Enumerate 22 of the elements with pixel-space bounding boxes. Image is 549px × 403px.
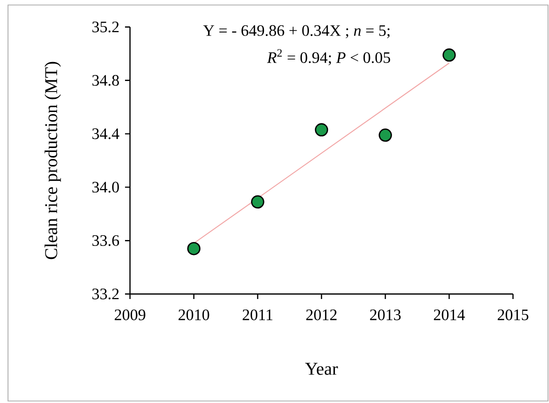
x-tick-label: 2012	[306, 309, 337, 320]
y-tick-label: 33.2	[92, 288, 119, 300]
point	[442, 48, 456, 62]
annotation: R$^{2}$ = 0.94; P < 0.05	[266, 49, 390, 66]
y-tick-label: 34.8	[92, 74, 119, 86]
y-tick-label: 34.4	[92, 128, 120, 140]
y-axis-title: Clean rice production (MT)	[44, 62, 61, 260]
point	[378, 128, 392, 142]
point	[251, 195, 264, 209]
x-tick-label: 2014	[434, 309, 465, 320]
x-tick-label: 2010	[178, 309, 210, 320]
x-tick-label: 2009	[114, 309, 146, 320]
annotation: Y = - 649.86 + 0.34X ; n = 5;	[203, 25, 390, 38]
y-tick-label: 34.0	[92, 182, 119, 193]
x-axis-title: Year	[305, 362, 338, 375]
point	[314, 123, 328, 136]
x-tick-label: 2015	[498, 309, 528, 320]
y-tick-label: 33.6	[92, 235, 120, 246]
x-tick-label: 2013	[370, 309, 401, 320]
point	[187, 242, 200, 256]
x-tick-label: 2011	[242, 309, 272, 320]
y-tick-label: 35.2	[92, 22, 119, 32]
